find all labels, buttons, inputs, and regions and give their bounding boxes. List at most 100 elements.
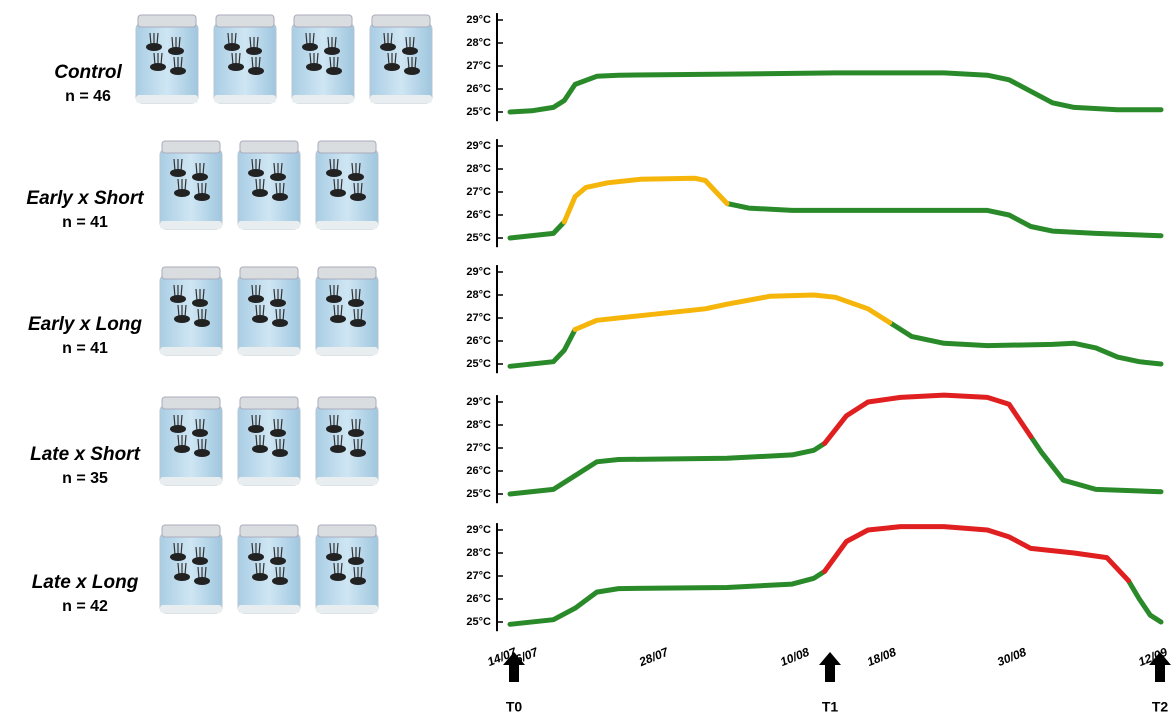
coral-plate — [174, 315, 190, 323]
tank-icon — [136, 15, 198, 103]
tank-base — [238, 605, 300, 613]
coral-plate — [348, 429, 364, 437]
tank-rim — [240, 267, 298, 279]
tank-base — [316, 347, 378, 355]
tank-icon — [316, 397, 378, 485]
tank-base — [136, 95, 198, 103]
coral-plate — [326, 295, 342, 303]
coral-plate — [194, 193, 210, 201]
tank-rim — [138, 15, 196, 27]
row-title: Early x Long — [28, 314, 142, 335]
temperature-line — [510, 323, 1161, 367]
y-tick-label: 26°C — [466, 83, 491, 95]
tank-icon — [238, 525, 300, 613]
coral-plate — [270, 299, 286, 307]
coral-plate — [246, 47, 262, 55]
tank-body — [292, 23, 354, 103]
tank-base — [316, 605, 378, 613]
tank-rim — [318, 141, 376, 153]
temperature-line — [510, 437, 1161, 495]
coral-plate — [170, 67, 186, 75]
tank-body — [370, 23, 432, 103]
figure: Controln = 4625°C26°C27°C28°C29°C Early x… — [0, 0, 1174, 723]
tank-base — [316, 477, 378, 485]
timepoint-label: T2 — [1152, 699, 1169, 715]
coral-plate — [272, 193, 288, 201]
y-tick-label: 26°C — [466, 335, 491, 347]
coral-plate — [348, 299, 364, 307]
tank-icon — [160, 267, 222, 355]
tank-base — [292, 95, 354, 103]
coral-plate — [350, 577, 366, 585]
coral-plate — [168, 47, 184, 55]
x-tick-label: 30/08 — [995, 645, 1028, 669]
y-tick-label: 29°C — [466, 396, 491, 408]
row-count: n = 46 — [65, 88, 111, 105]
tank-base — [370, 95, 432, 103]
tank-icon — [160, 141, 222, 229]
tank-rim — [318, 397, 376, 409]
coral-plate — [348, 173, 364, 181]
coral-plate — [192, 173, 208, 181]
row-title: Late x Short — [30, 444, 140, 465]
y-tick-label: 27°C — [466, 312, 491, 324]
tank-icon — [370, 15, 432, 103]
y-tick-label: 29°C — [466, 524, 491, 536]
coral-plate — [272, 449, 288, 457]
coral-plate — [248, 295, 264, 303]
tank-icon — [316, 141, 378, 229]
coral-plate — [402, 47, 418, 55]
row-count: n = 35 — [62, 470, 108, 487]
y-tick-label: 28°C — [466, 289, 491, 301]
tank-icon — [214, 15, 276, 103]
coral-plate — [194, 319, 210, 327]
tank-icon — [238, 397, 300, 485]
y-tick-label: 28°C — [466, 163, 491, 175]
y-tick-label: 28°C — [466, 547, 491, 559]
tank-body — [238, 149, 300, 229]
coral-plate — [270, 557, 286, 565]
coral-plate — [248, 553, 264, 561]
y-tick-label: 25°C — [466, 616, 491, 628]
coral-plate — [170, 295, 186, 303]
panel: Controln = 4625°C26°C27°C28°C29°C — [54, 13, 1161, 121]
tank-body — [160, 533, 222, 613]
y-tick-label: 27°C — [466, 186, 491, 198]
tank-base — [214, 95, 276, 103]
tank-body — [238, 533, 300, 613]
coral-plate — [326, 553, 342, 561]
coral-plate — [272, 319, 288, 327]
tank-icon — [292, 15, 354, 103]
y-tick-label: 25°C — [466, 358, 491, 370]
tank-rim — [240, 525, 298, 537]
coral-plate — [326, 169, 342, 177]
tank-base — [160, 221, 222, 229]
y-tick-label: 29°C — [466, 266, 491, 278]
coral-plate — [330, 573, 346, 581]
coral-plate — [248, 425, 264, 433]
coral-plate — [170, 553, 186, 561]
x-tick-label: 28/07 — [636, 644, 671, 669]
tank-rim — [162, 267, 220, 279]
tank-rim — [216, 15, 274, 27]
temperature-line — [564, 178, 727, 222]
tank-body — [316, 533, 378, 613]
y-tick-label: 29°C — [466, 140, 491, 152]
tank-icon — [238, 141, 300, 229]
coral-plate — [174, 445, 190, 453]
tank-body — [238, 405, 300, 485]
y-tick-label: 28°C — [466, 37, 491, 49]
tank-base — [238, 477, 300, 485]
tank-base — [160, 605, 222, 613]
y-tick-label: 26°C — [466, 209, 491, 221]
y-tick-label: 25°C — [466, 488, 491, 500]
coral-plate — [348, 557, 364, 565]
coral-plate — [404, 67, 420, 75]
tank-rim — [162, 525, 220, 537]
coral-plate — [350, 319, 366, 327]
tank-icon — [316, 525, 378, 613]
coral-plate — [174, 189, 190, 197]
coral-plate — [252, 445, 268, 453]
temperature-line — [825, 527, 1129, 581]
